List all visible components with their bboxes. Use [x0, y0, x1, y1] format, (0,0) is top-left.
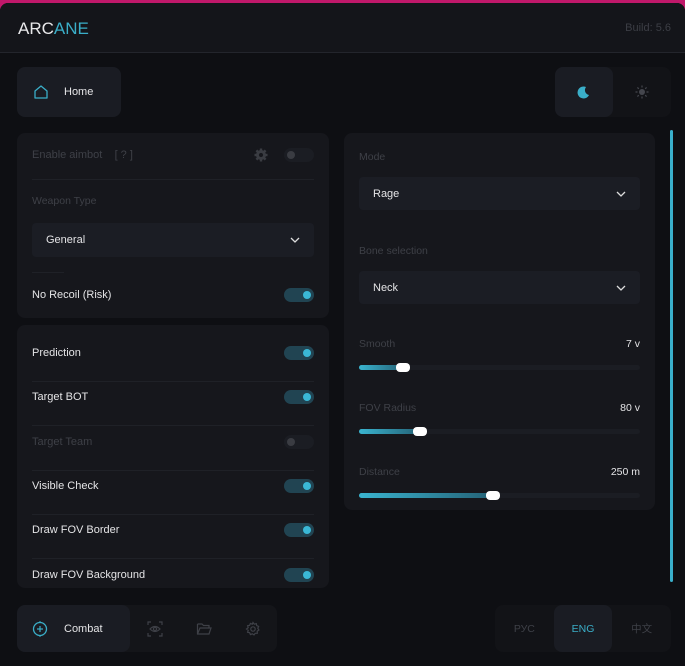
option-row: Draw FOV Background [32, 567, 314, 583]
option-toggle[interactable] [284, 523, 314, 538]
sun-icon [635, 85, 649, 99]
slider-value: 80 v [620, 402, 640, 414]
option-toggle[interactable] [284, 434, 314, 449]
app-window: ARCANE Build: 5.6 Home Enable aimbot [ ?… [0, 3, 685, 666]
slider-label: Distance [359, 466, 400, 478]
slider-thumb[interactable] [485, 491, 500, 500]
bottom-nav: Combat [17, 605, 277, 652]
chevron-down-icon [616, 285, 626, 291]
help-link[interactable]: [ ? ] [114, 149, 133, 161]
divider [32, 425, 314, 427]
enable-aimbot-row: Enable aimbot [ ? ] [32, 147, 314, 163]
option-label: Draw FOV Background [32, 568, 146, 581]
option-toggle[interactable] [284, 567, 314, 582]
slider-track[interactable] [359, 363, 640, 372]
mode-label: Mode [359, 151, 386, 163]
folder-icon [196, 622, 212, 635]
divider [32, 558, 314, 560]
enable-aimbot-label: Enable aimbot [32, 149, 103, 161]
option-toggle[interactable] [284, 478, 314, 493]
home-icon [34, 85, 48, 99]
tab-configs[interactable] [179, 605, 228, 652]
gear-icon[interactable] [254, 148, 268, 162]
home-label: Home [64, 86, 94, 98]
aimbot-card: Enable aimbot [ ? ] Weapon Type General … [17, 133, 329, 318]
home-button[interactable]: Home [17, 67, 121, 117]
tab-combat[interactable]: Combat [17, 605, 130, 652]
divider [32, 179, 314, 180]
option-row: Target Team [32, 434, 314, 450]
slider-fill [359, 365, 404, 370]
option-label: Draw FOV Border [32, 524, 120, 537]
dark-theme-button[interactable] [555, 67, 613, 117]
slider-thumb[interactable] [412, 427, 427, 436]
eye-scan-icon [146, 620, 163, 637]
option-row: Visible Check [32, 478, 314, 494]
mode-dropdown[interactable]: Rage [359, 177, 640, 210]
option-row: Target BOT [32, 389, 314, 405]
divider [32, 272, 64, 273]
divider [32, 469, 314, 471]
slider-fill [359, 429, 421, 434]
option-row: Prediction [32, 345, 314, 361]
option-label: Visible Check [32, 479, 99, 492]
chevron-down-icon [290, 237, 300, 243]
slider-thumb[interactable] [395, 363, 410, 372]
weapon-type-label: Weapon Type [32, 195, 97, 207]
logo: ARCANE [18, 19, 89, 38]
slider-fill [359, 493, 494, 498]
option-toggle[interactable] [284, 390, 314, 405]
option-label: Target Team [32, 435, 93, 448]
weapon-type-dropdown[interactable]: General [32, 223, 314, 257]
settings-card: Mode Rage Bone selection Neck Smooth 7 v… [344, 133, 655, 510]
crosshair-icon [32, 620, 48, 637]
slider-value: 250 m [610, 466, 640, 478]
slider-label: Smooth [359, 338, 396, 350]
gear-icon [245, 620, 260, 636]
scrollbar[interactable] [670, 130, 673, 582]
build-version: Build: 5.6 [625, 22, 671, 34]
no-recoil-toggle[interactable] [284, 288, 314, 302]
language-switch: РУС ENG 中文 [495, 605, 671, 652]
divider [32, 513, 314, 515]
option-label: Prediction [32, 347, 81, 359]
no-recoil-row: No Recoil (Risk) [32, 287, 314, 303]
language-option[interactable]: РУС [513, 622, 535, 635]
slider-track[interactable] [359, 427, 640, 436]
option-row: Draw FOV Border [32, 522, 314, 538]
tab-settings[interactable] [228, 605, 277, 652]
light-theme-button[interactable] [613, 67, 671, 117]
bone-selection-dropdown[interactable]: Neck [359, 271, 640, 304]
chevron-down-icon [616, 191, 626, 197]
header: ARCANE Build: 5.6 [0, 3, 685, 53]
slider-track[interactable] [359, 491, 640, 500]
language-option[interactable]: 中文 [631, 623, 653, 635]
language-option[interactable]: ENG [553, 605, 613, 652]
enable-aimbot-toggle[interactable] [284, 148, 314, 162]
theme-switch [555, 67, 671, 117]
divider [32, 381, 314, 382]
options-card: Prediction Target BOT Target Team Visible C… [17, 325, 329, 588]
bone-selection-label: Bone selection [359, 245, 428, 257]
slider-label: FOV Radius [359, 402, 417, 414]
moon-icon [577, 86, 589, 99]
option-toggle[interactable] [284, 346, 314, 360]
option-label: Target BOT [32, 391, 89, 404]
tab-visuals[interactable] [130, 605, 179, 652]
slider-value: 7 v [625, 338, 640, 350]
